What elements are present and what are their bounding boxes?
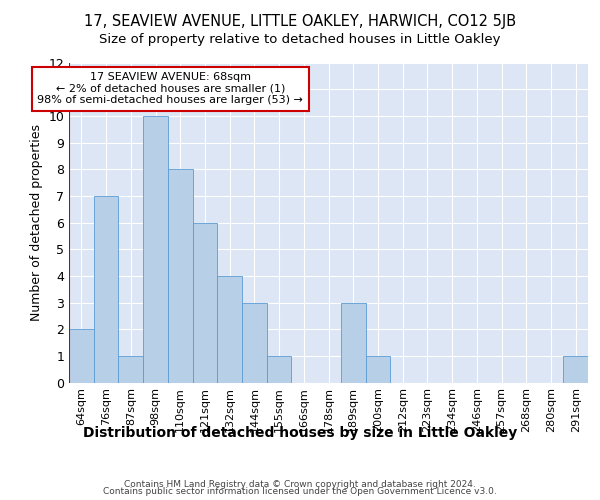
Bar (69, 329, 94, 382)
Y-axis label: Number of detached properties: Number of detached properties (30, 124, 43, 321)
Text: Contains HM Land Registry data © Crown copyright and database right 2024.: Contains HM Land Registry data © Crown c… (124, 480, 476, 489)
Bar (341, 302, 365, 382)
Bar (267, 356, 292, 382)
Bar (217, 276, 242, 382)
Bar (94, 196, 118, 382)
Text: Distribution of detached houses by size in Little Oakley: Distribution of detached houses by size … (83, 426, 517, 440)
Bar (143, 116, 168, 382)
Bar (118, 356, 143, 382)
Text: 17, SEAVIEW AVENUE, LITTLE OAKLEY, HARWICH, CO12 5JB: 17, SEAVIEW AVENUE, LITTLE OAKLEY, HARWI… (84, 14, 516, 29)
Text: Size of property relative to detached houses in Little Oakley: Size of property relative to detached ho… (99, 32, 501, 46)
Bar (242, 302, 267, 382)
Bar (168, 169, 193, 382)
Bar (563, 356, 588, 382)
Text: Contains public sector information licensed under the Open Government Licence v3: Contains public sector information licen… (103, 487, 497, 496)
Bar (193, 222, 217, 382)
Text: 17 SEAVIEW AVENUE: 68sqm
← 2% of detached houses are smaller (1)
98% of semi-det: 17 SEAVIEW AVENUE: 68sqm ← 2% of detache… (37, 72, 303, 106)
Bar (365, 356, 390, 382)
